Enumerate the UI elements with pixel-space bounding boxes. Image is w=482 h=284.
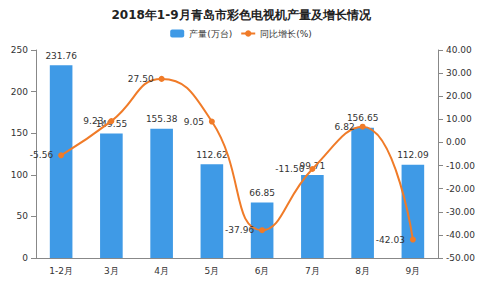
svg-text:3月: 3月: [104, 266, 119, 276]
svg-text:-40.00: -40.00: [446, 230, 475, 240]
svg-text:27.50: 27.50: [128, 74, 154, 84]
svg-text:6月: 6月: [255, 266, 270, 276]
svg-text:112.09: 112.09: [397, 150, 429, 160]
svg-text:-42.03: -42.03: [376, 235, 405, 245]
svg-text:-37.96: -37.96: [225, 225, 254, 235]
svg-text:231.76: 231.76: [45, 51, 77, 61]
svg-text:2018年1-9月青岛市彩色电视机产量及增长情况: 2018年1-9月青岛市彩色电视机产量及增长情况: [111, 8, 371, 22]
svg-text:9.23: 9.23: [83, 116, 103, 126]
svg-text:-30.00: -30.00: [446, 207, 475, 217]
svg-text:99.71: 99.71: [299, 160, 326, 171]
svg-text:产量(万台): 产量(万台): [189, 29, 232, 39]
svg-text:50: 50: [17, 211, 29, 221]
svg-text:150: 150: [11, 128, 28, 138]
svg-text:-10.00: -10.00: [446, 161, 475, 171]
svg-text:9.05: 9.05: [184, 117, 204, 127]
svg-text:9月: 9月: [406, 266, 421, 276]
svg-text:30.00: 30.00: [446, 68, 472, 78]
svg-text:同比增长(%): 同比增长(%): [260, 29, 312, 39]
svg-text:250: 250: [11, 45, 28, 55]
svg-text:8月: 8月: [355, 266, 370, 276]
svg-text:20.00: 20.00: [446, 91, 472, 101]
svg-text:-5.56: -5.56: [30, 150, 54, 160]
svg-text:112.62: 112.62: [196, 150, 228, 160]
svg-text:100: 100: [11, 170, 28, 180]
svg-text:149.55: 149.55: [95, 119, 128, 130]
svg-text:10.00: 10.00: [446, 114, 472, 124]
svg-text:66.85: 66.85: [249, 188, 275, 198]
svg-text:156.65: 156.65: [346, 113, 379, 124]
svg-text:-11.50: -11.50: [275, 164, 304, 174]
svg-text:1-2月: 1-2月: [49, 266, 73, 276]
svg-text:-50.00: -50.00: [446, 253, 475, 263]
svg-text:6.82: 6.82: [335, 122, 355, 132]
svg-text:40.00: 40.00: [446, 45, 472, 55]
svg-text:-20.00: -20.00: [446, 184, 475, 194]
svg-text:7月: 7月: [305, 266, 320, 276]
svg-text:155.38: 155.38: [146, 114, 178, 124]
svg-text:200: 200: [11, 87, 28, 97]
svg-text:0.00: 0.00: [446, 137, 466, 147]
svg-text:0: 0: [22, 253, 28, 263]
svg-text:4月: 4月: [154, 266, 169, 276]
svg-text:5月: 5月: [205, 266, 220, 276]
